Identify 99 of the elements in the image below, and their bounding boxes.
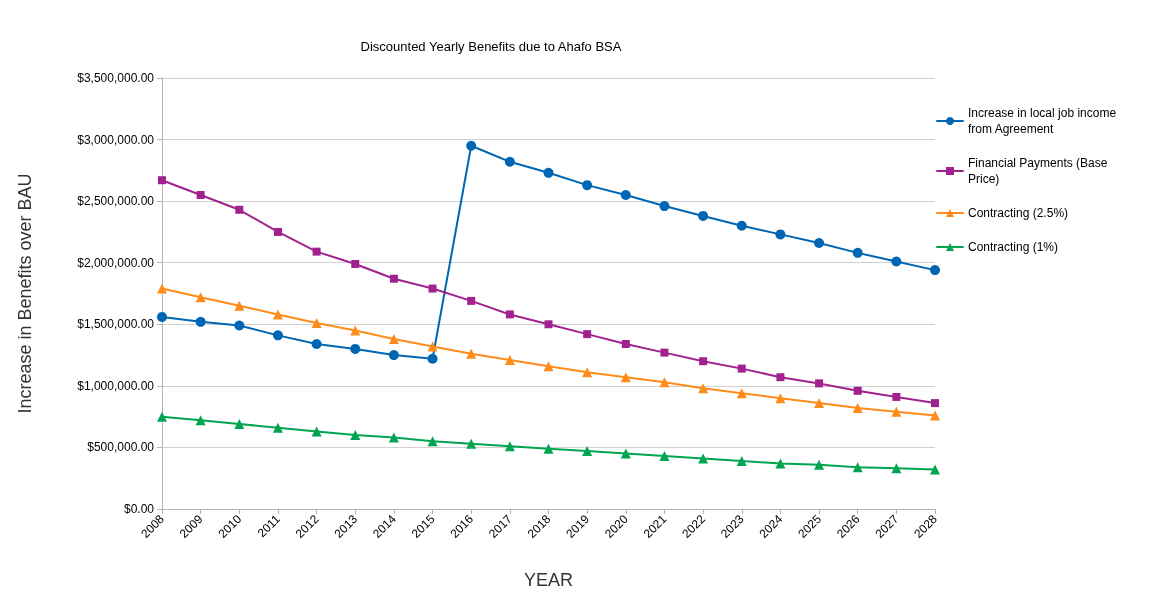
point xyxy=(234,300,245,311)
point xyxy=(158,176,166,185)
point xyxy=(659,201,670,212)
point xyxy=(350,325,361,336)
point xyxy=(311,426,322,437)
point xyxy=(312,247,321,256)
point xyxy=(467,296,476,305)
point xyxy=(931,399,939,408)
point xyxy=(195,292,206,303)
point xyxy=(775,393,786,404)
point xyxy=(427,341,438,352)
point xyxy=(930,464,940,475)
point xyxy=(815,379,824,388)
legend-label: Contracting (1%) xyxy=(968,240,1059,254)
point xyxy=(311,318,322,329)
point xyxy=(698,453,709,464)
point xyxy=(891,256,902,267)
point xyxy=(736,220,747,231)
point xyxy=(272,309,283,320)
point xyxy=(428,284,437,293)
point xyxy=(814,238,825,249)
legend-label: Contracting (2.5%) xyxy=(968,206,1069,220)
point xyxy=(273,227,282,236)
point xyxy=(505,310,514,319)
point xyxy=(350,430,361,441)
point xyxy=(659,451,670,462)
point xyxy=(388,350,399,361)
point xyxy=(776,373,785,382)
point xyxy=(891,463,902,474)
point xyxy=(659,377,670,388)
point xyxy=(272,330,283,341)
point xyxy=(582,180,593,191)
point xyxy=(543,167,554,178)
point xyxy=(388,432,399,443)
point xyxy=(736,388,747,399)
point xyxy=(892,392,901,401)
point xyxy=(620,372,631,383)
point xyxy=(234,320,245,331)
point xyxy=(427,353,438,364)
point xyxy=(583,330,592,339)
x-axis-title: YEAR xyxy=(523,570,574,590)
point xyxy=(504,355,515,365)
point xyxy=(620,448,631,459)
chart-title: Discounted Yearly Benefits due to Ahafo BSA xyxy=(360,39,622,54)
y-tick-label: $2,000,000.00 xyxy=(77,255,155,270)
point xyxy=(582,446,593,457)
point xyxy=(157,411,167,422)
point xyxy=(582,367,593,378)
point xyxy=(196,190,205,199)
point xyxy=(195,316,206,327)
point xyxy=(891,406,902,417)
point xyxy=(388,334,399,345)
point xyxy=(157,311,167,322)
point xyxy=(814,459,825,470)
point xyxy=(234,419,245,430)
point xyxy=(351,259,360,268)
point xyxy=(775,229,786,240)
point xyxy=(660,348,669,357)
point xyxy=(930,410,940,421)
point xyxy=(311,338,322,349)
point xyxy=(852,247,863,258)
y-tick-label: $500,000.00 xyxy=(87,440,155,455)
y-axis-title: Increase in Benefits over BAU xyxy=(15,173,35,414)
point xyxy=(930,265,940,276)
point xyxy=(466,438,477,449)
point xyxy=(504,441,515,452)
point xyxy=(195,415,206,426)
point xyxy=(427,436,438,447)
legend-label: Increase in local job income from Agreement xyxy=(968,106,1120,136)
y-tick-label: $3,500,000.00 xyxy=(77,71,155,85)
y-tick-label: $3,000,000.00 xyxy=(77,132,155,147)
point xyxy=(272,422,283,433)
point xyxy=(466,140,477,151)
point xyxy=(852,403,863,414)
y-tick-label: $1,000,000.00 xyxy=(77,378,155,393)
point xyxy=(814,398,825,409)
point xyxy=(852,462,863,473)
y-tick-label: $0.00 xyxy=(123,502,155,516)
legend-label: Financial Payments (Base Price) xyxy=(968,156,1111,186)
point xyxy=(736,455,747,466)
point xyxy=(853,386,862,395)
point xyxy=(775,458,786,469)
point xyxy=(621,339,630,348)
point xyxy=(389,274,398,283)
point xyxy=(350,343,361,354)
point xyxy=(620,189,631,200)
point xyxy=(466,348,477,359)
point xyxy=(737,364,746,373)
point xyxy=(544,320,553,329)
point xyxy=(157,283,167,294)
point xyxy=(543,443,554,454)
point xyxy=(235,205,244,214)
point xyxy=(699,357,708,366)
y-tick-label: $2,500,000.00 xyxy=(77,194,155,209)
point xyxy=(698,383,709,394)
y-tick-label: $1,500,000.00 xyxy=(77,317,155,332)
point xyxy=(543,361,554,372)
point xyxy=(698,210,709,221)
point xyxy=(504,156,515,167)
